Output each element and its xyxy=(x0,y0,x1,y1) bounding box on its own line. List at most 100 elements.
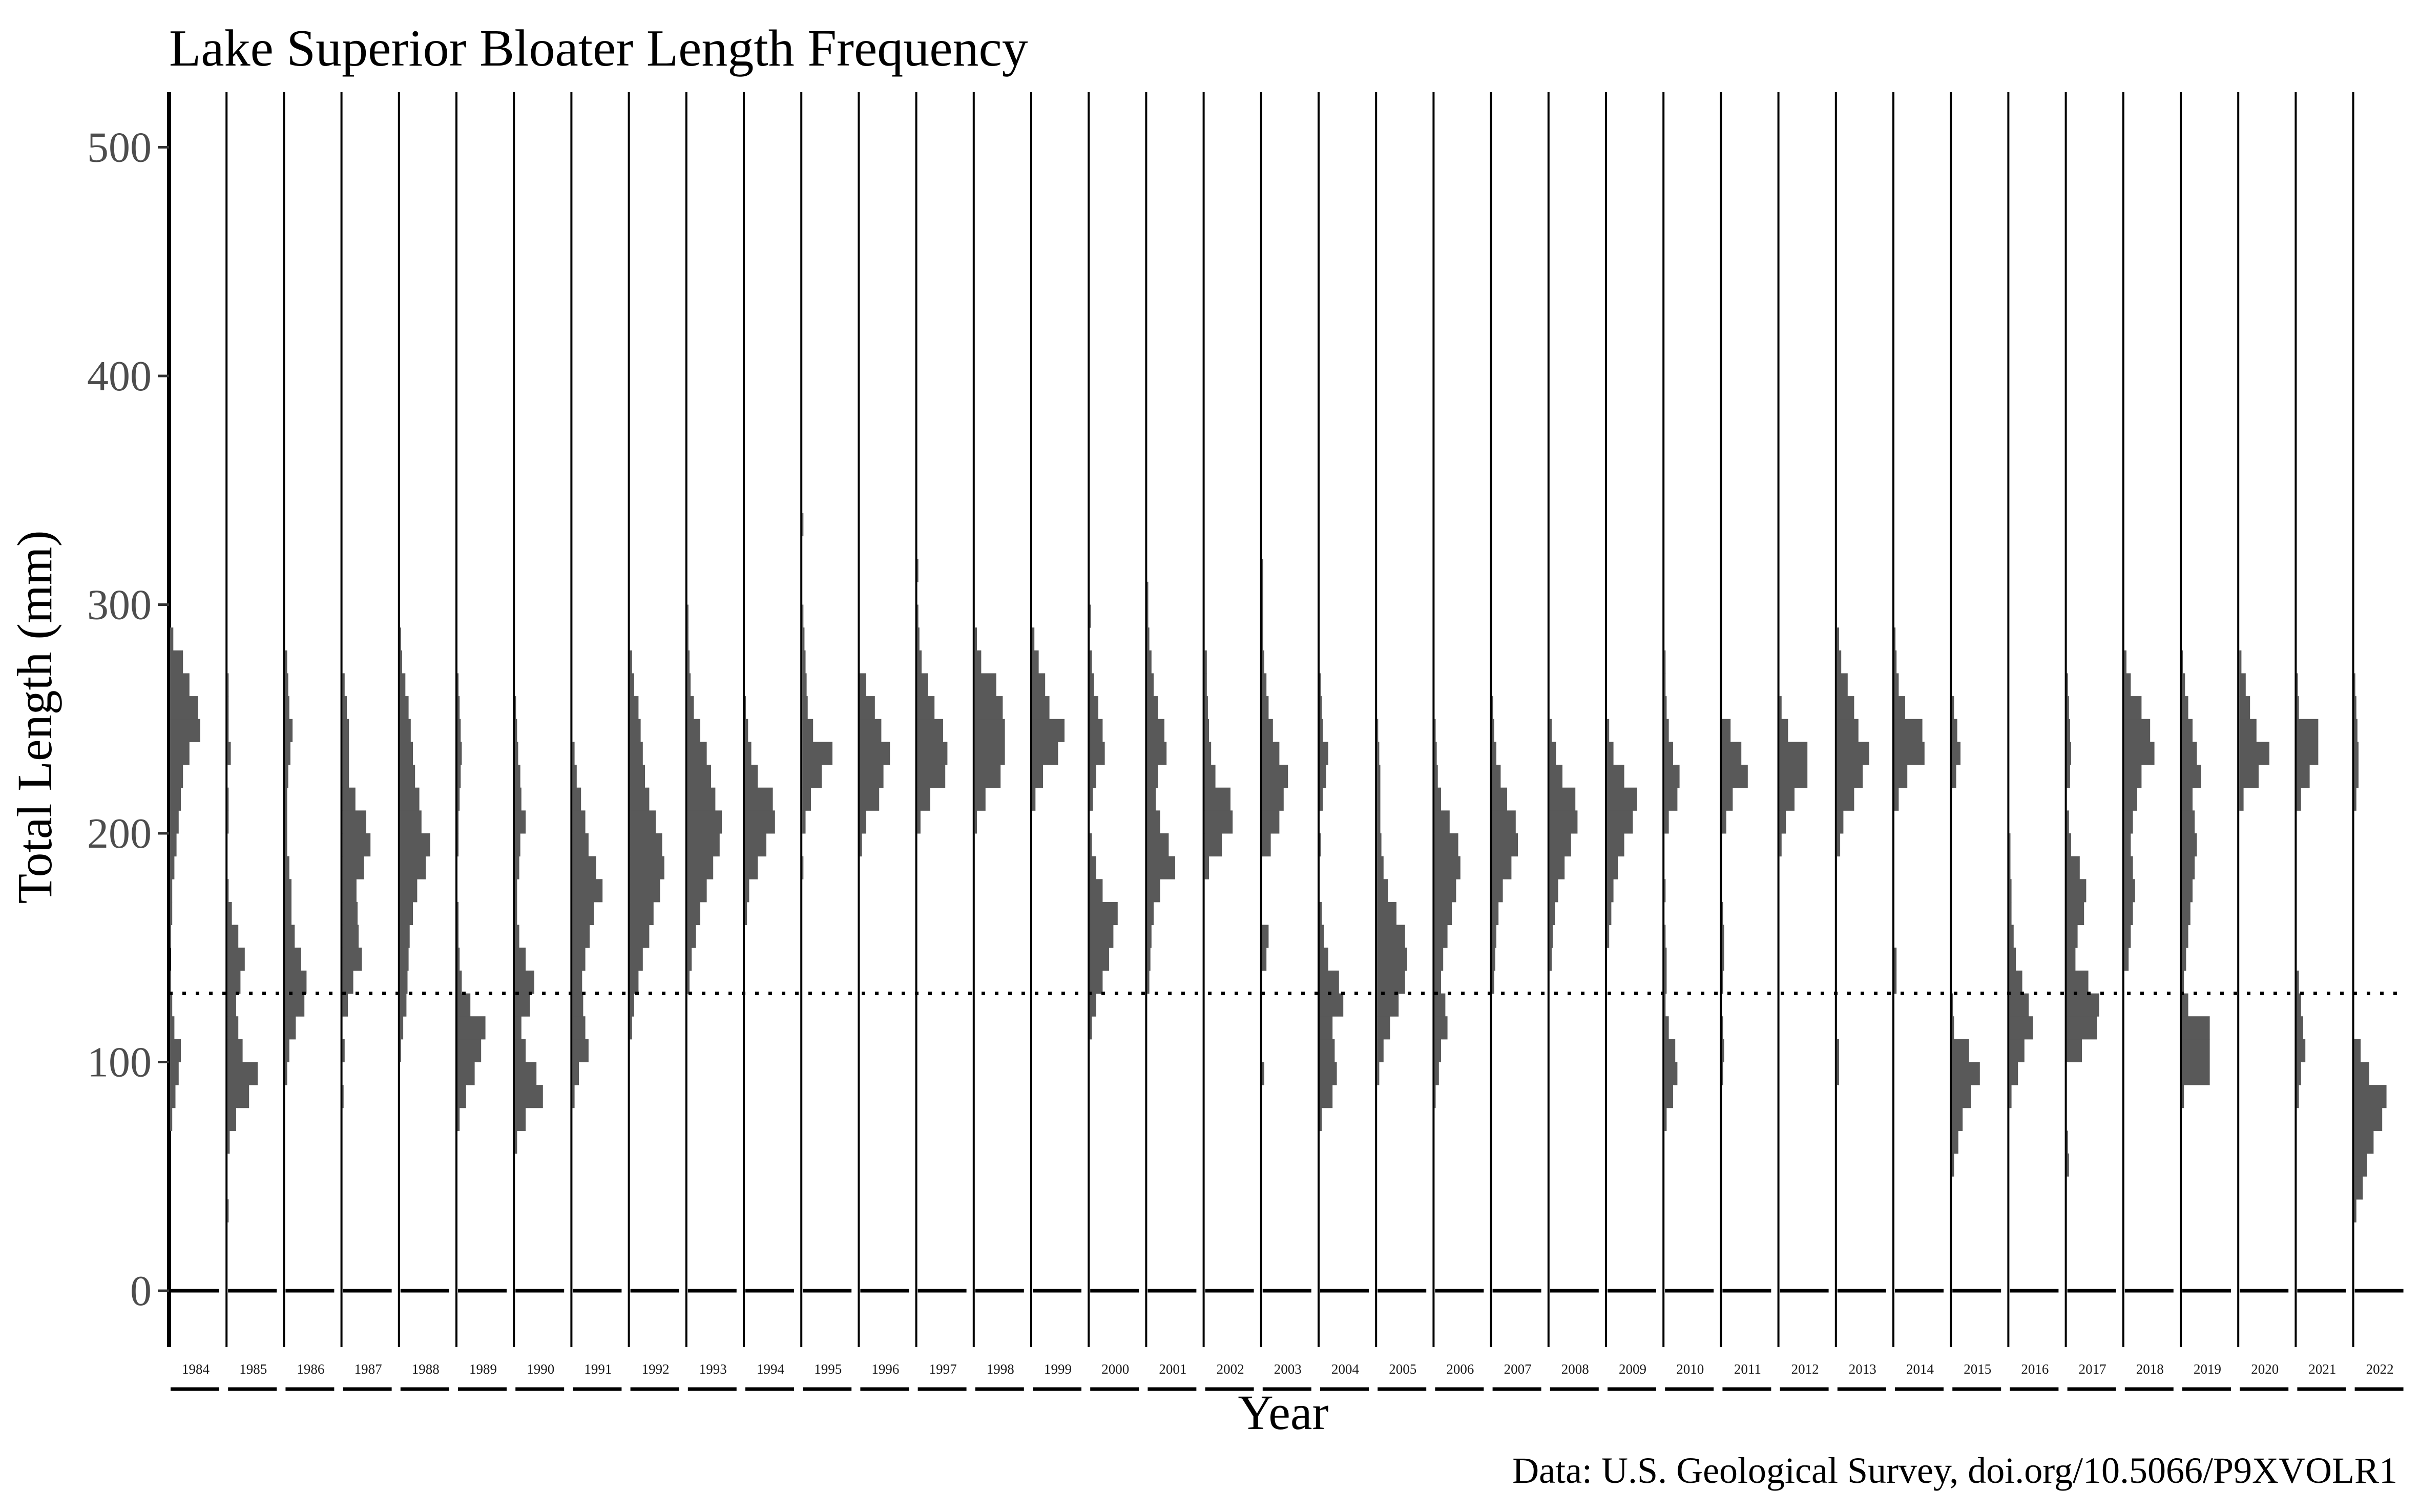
histogram-bar xyxy=(457,810,459,834)
year-panel-1987: 1987 xyxy=(340,92,392,1391)
histogram-bar xyxy=(1090,719,1103,742)
year-strip-label: 1987 xyxy=(354,1361,382,1377)
y-axis: 0 100 200 300 400 500 xyxy=(87,92,171,1347)
histogram-bar xyxy=(1492,810,1516,834)
histogram-bar xyxy=(170,627,174,651)
histogram-bar xyxy=(227,719,229,742)
histogram-bar xyxy=(1894,970,1897,994)
histogram-bar xyxy=(745,901,747,926)
histogram-bar xyxy=(1664,925,1666,948)
histogram-bar xyxy=(2067,993,2099,1017)
histogram-bar xyxy=(2182,650,2183,674)
histogram-bar xyxy=(2239,696,2250,720)
histogram-bar xyxy=(802,787,811,811)
histogram-bar xyxy=(2354,1085,2387,1108)
histogram-bar xyxy=(1952,1016,1954,1040)
histogram-bar xyxy=(1722,787,1733,811)
histogram-bar xyxy=(2067,742,2071,765)
year-panel-1998: 1998 xyxy=(972,92,1024,1391)
histogram-bar xyxy=(170,901,173,926)
histogram-bar xyxy=(802,650,806,674)
histogram-bar xyxy=(1377,1039,1384,1062)
histogram-bar xyxy=(572,765,577,788)
histogram-bar xyxy=(342,856,364,879)
histogram-bar xyxy=(457,1039,482,1062)
histogram-bar xyxy=(1147,833,1169,857)
histogram-bar xyxy=(745,810,775,834)
histogram-bar xyxy=(227,1062,258,1085)
histogram-bar xyxy=(515,993,530,1017)
histogram-bar xyxy=(1320,1016,1333,1040)
histogram-bar xyxy=(1952,1130,1958,1154)
y-tick-label: 0 xyxy=(130,1267,152,1315)
histogram-bar xyxy=(2009,1016,2033,1040)
histogram-bar xyxy=(1434,787,1441,811)
histogram-bar xyxy=(400,833,430,857)
y-tick-label: 300 xyxy=(87,581,152,629)
histogram-bar xyxy=(2182,970,2184,994)
histogram-bar xyxy=(515,1107,526,1131)
histogram-bar xyxy=(285,1016,296,1040)
year-panel-2008: 2008 xyxy=(1547,92,1599,1391)
histogram-bar xyxy=(227,925,239,948)
histogram-bar xyxy=(2297,765,2310,788)
histogram-bar xyxy=(687,765,711,788)
histogram-bar xyxy=(1262,650,1264,674)
histogram-bar xyxy=(285,719,293,742)
histogram-bar xyxy=(1377,742,1380,765)
histogram-bar xyxy=(630,787,650,811)
histogram-bar xyxy=(1952,696,1954,720)
histogram-bar xyxy=(1147,650,1152,674)
histogram-bar xyxy=(860,833,862,857)
chart-title: Lake Superior Bloater Length Frequency xyxy=(169,19,1028,77)
histogram-bar xyxy=(2182,1085,2184,1108)
histogram-bar xyxy=(687,604,689,628)
histogram-bar xyxy=(1204,787,1230,811)
histogram-bar xyxy=(515,970,534,994)
year-panel-1997: 1997 xyxy=(915,92,967,1391)
histogram-bar xyxy=(2182,993,2188,1017)
histogram-bar xyxy=(1492,719,1494,742)
histogram-bar xyxy=(1204,856,1209,879)
histogram-bar xyxy=(860,673,866,697)
year-strip-label: 2007 xyxy=(1504,1361,1532,1377)
histogram-bar xyxy=(1320,1107,1322,1131)
histogram-bar xyxy=(572,925,590,948)
histogram-bar xyxy=(400,765,415,788)
histogram-bar xyxy=(974,673,996,697)
histogram-bar xyxy=(917,742,948,765)
histogram-bar xyxy=(2297,1085,2299,1108)
year-panel-2019: 2019 xyxy=(2180,92,2231,1391)
histogram-bar xyxy=(1607,901,1612,926)
year-strip-label: 2006 xyxy=(1446,1361,1474,1377)
histogram-bar xyxy=(1147,787,1156,811)
histogram-bar xyxy=(1837,673,1848,697)
histogram-bar xyxy=(572,1016,586,1040)
histogram-bar xyxy=(515,925,519,948)
histogram-bar xyxy=(1090,901,1118,926)
year-strip-label: 2019 xyxy=(2194,1361,2221,1377)
histogram-bar xyxy=(974,719,1005,742)
histogram-bar xyxy=(1262,925,1269,948)
histogram-bar xyxy=(572,787,581,811)
histogram-bar xyxy=(285,742,290,765)
histogram-bar xyxy=(2354,1039,2361,1062)
histogram-bar xyxy=(1894,650,1897,674)
histogram-bar xyxy=(1032,627,1035,651)
histogram-bar xyxy=(2297,1062,2301,1085)
year-strip-label: 2022 xyxy=(2366,1361,2394,1377)
histogram-bar xyxy=(1320,833,1321,857)
year-panel-2004: 2004 xyxy=(1318,92,1369,1391)
histogram-bar xyxy=(1320,948,1328,971)
histogram-bar xyxy=(342,1039,345,1062)
histogram-bar xyxy=(1262,696,1269,720)
histogram-bar xyxy=(630,970,639,994)
histogram-bar xyxy=(400,856,426,879)
histogram-bar xyxy=(2182,948,2186,971)
histogram-bar xyxy=(2124,833,2131,857)
histogram-bar xyxy=(2297,742,2319,765)
histogram-bar xyxy=(1434,925,1448,948)
histogram-bar xyxy=(1262,833,1271,857)
histogram-bar xyxy=(1894,742,1925,765)
